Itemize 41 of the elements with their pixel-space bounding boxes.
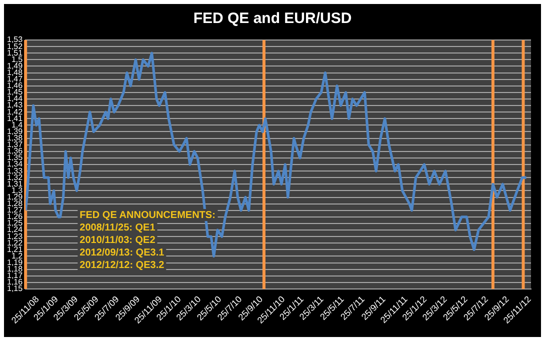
y-tick-label: 1,37: [6, 140, 24, 150]
y-tick-label: 1,48: [6, 68, 24, 77]
chart-title: FED QE and EUR/USD: [192, 10, 353, 27]
y-tick-label: 1,29: [6, 192, 24, 202]
y-tick-label: 1,15: [6, 284, 24, 294]
y-tick-label: 1,39: [6, 126, 24, 136]
y-tick-label: 1,36: [6, 146, 24, 156]
y-tick-label: 1,44: [6, 94, 24, 104]
y-tick-label: 1,31: [6, 179, 24, 188]
y-tick-label: 1,22: [6, 238, 24, 248]
y-tick-label: 1,17: [6, 271, 24, 280]
y-tick-label: 1,49: [6, 61, 24, 70]
y-tick-label: 1,47: [6, 74, 24, 84]
y-tick-label: 1,16: [6, 278, 24, 287]
y-tick-label: 1,33: [6, 166, 24, 176]
y-tick-label: 1,42: [6, 107, 24, 116]
y-tick-label: 1,26: [6, 212, 24, 222]
y-tick-label: 1,34: [6, 160, 24, 169]
annotation: 2012/09/13: QE3.1: [80, 248, 165, 259]
y-tick-label: 1,23: [6, 232, 24, 241]
y-tick-label: 1,52: [6, 42, 24, 51]
y-tick-label: 1,45: [6, 88, 24, 97]
annotation: 2010/11/03: QE2: [80, 234, 156, 246]
annotation: 2012/12/12: QE3.2: [80, 260, 165, 272]
y-tick-label: 1,18: [6, 264, 24, 274]
y-tick-label: 1,2: [11, 251, 24, 260]
y-tick-label: 1,32: [6, 172, 24, 182]
y-tick-label: 1,38: [6, 133, 24, 142]
y-tick-label: 1,35: [6, 153, 24, 162]
annotation: 2008/11/25: QE1: [80, 222, 156, 234]
y-tick-label: 1,28: [6, 199, 24, 208]
y-tick-label: 1,24: [6, 225, 24, 234]
y-tick-label: 1,21: [6, 244, 24, 254]
y-tick-label: 1,3: [11, 186, 24, 195]
y-tick-label: 1,19: [6, 258, 24, 267]
y-tick-label: 1,53: [6, 35, 24, 44]
y-tick-label: 1,25: [6, 218, 24, 228]
y-tick-label: 1,27: [6, 206, 24, 215]
annotation: FED QE ANNOUNCEMENTS:: [80, 210, 216, 221]
y-tick-label: 1,46: [6, 81, 24, 90]
y-tick-label: 1,43: [6, 100, 24, 110]
